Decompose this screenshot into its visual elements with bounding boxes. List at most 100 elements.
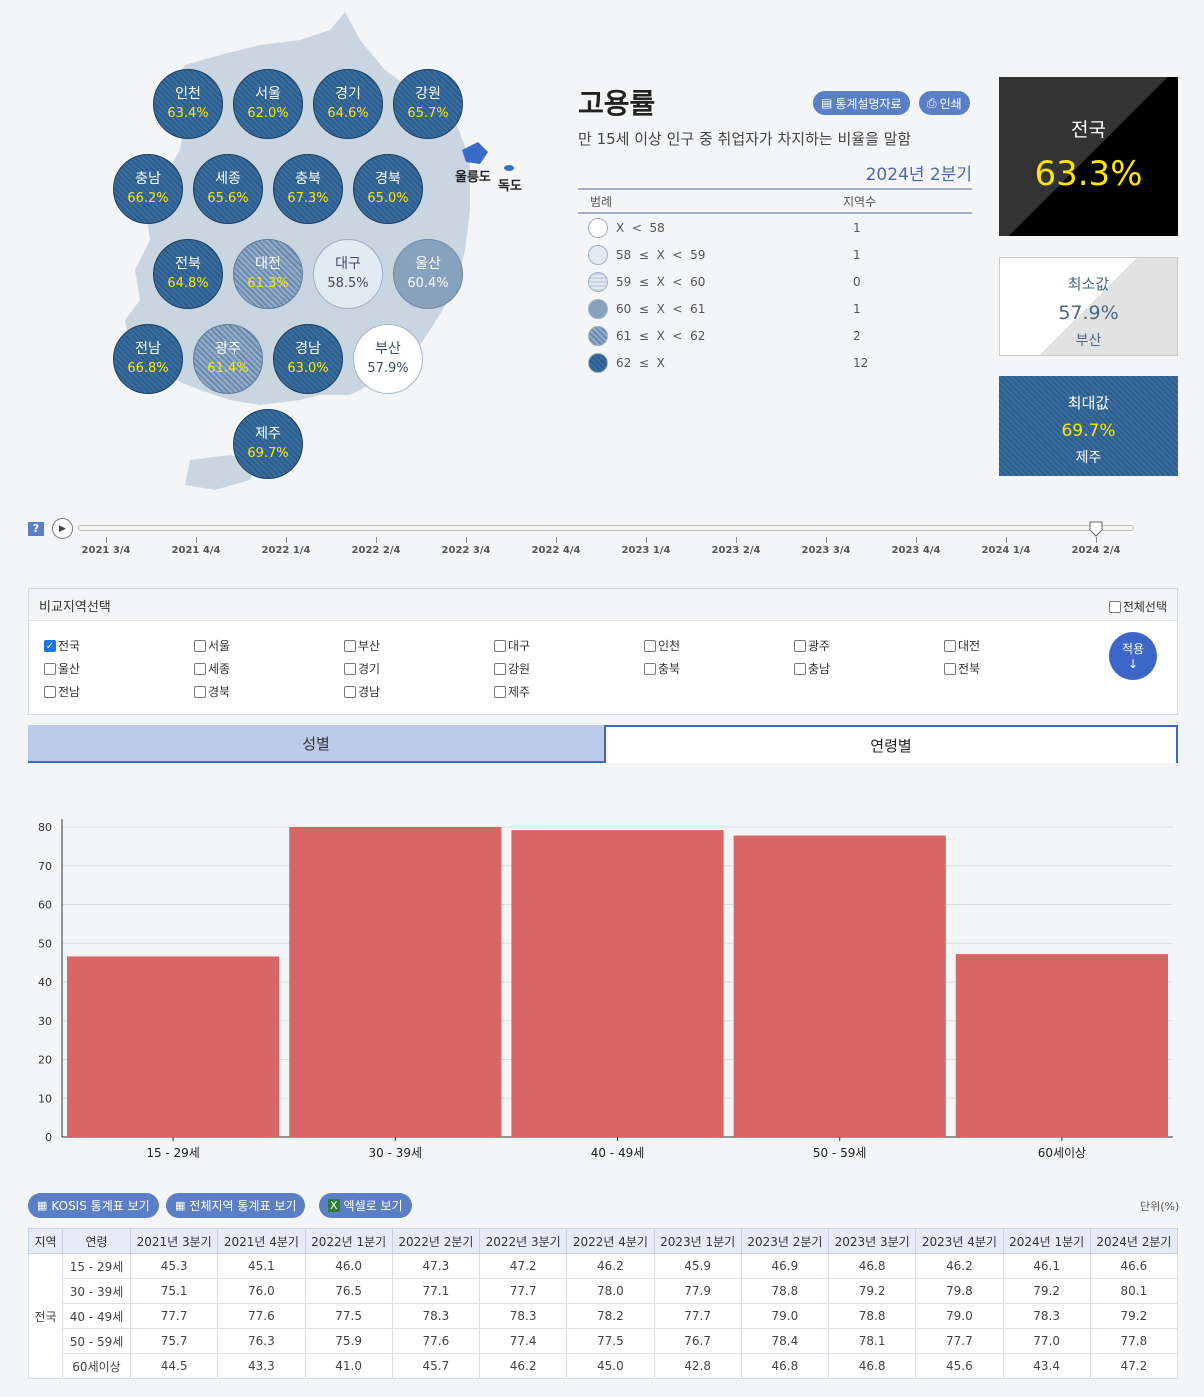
- region-bubble[interactable]: 충북 67.3%: [273, 154, 343, 224]
- timeline-track[interactable]: [78, 525, 1134, 531]
- y-tick-label: 80: [38, 821, 52, 834]
- table-header-cell: 2023년 3분기: [827, 1228, 917, 1254]
- region-checkbox[interactable]: 대구: [494, 637, 530, 654]
- timeline-label[interactable]: 2023 1/4: [621, 545, 671, 556]
- timeline-tick: [646, 537, 647, 543]
- value-cell: 77.5: [566, 1328, 655, 1354]
- region-bubble[interactable]: 강원 65.7%: [393, 69, 463, 139]
- excel-button[interactable]: X 엑셀로 보기: [319, 1193, 412, 1218]
- region-bubble[interactable]: 경북 65.0%: [353, 154, 423, 224]
- ulleungdo-shape: [462, 142, 488, 164]
- timeline-tick: [556, 537, 557, 543]
- value-cell: 45.1: [217, 1253, 306, 1279]
- region-bubble[interactable]: 경남 63.0%: [273, 324, 343, 394]
- tab-sex[interactable]: 성별: [28, 725, 604, 763]
- bar[interactable]: [733, 835, 946, 1137]
- region-bubble[interactable]: 대구 58.5%: [313, 239, 383, 309]
- bar[interactable]: [511, 830, 724, 1137]
- timeline-thumb[interactable]: [1089, 521, 1103, 537]
- value-cell: 46.6: [1089, 1253, 1179, 1279]
- apply-button[interactable]: 적용 ↓: [1109, 632, 1157, 680]
- bar[interactable]: [955, 954, 1168, 1137]
- current-period: 2024년 2분기: [865, 165, 972, 185]
- value-cell: 79.2: [1089, 1303, 1179, 1329]
- timeline-label[interactable]: 2022 4/4: [531, 545, 581, 556]
- national-label: 전국: [1071, 119, 1106, 141]
- region-bubble[interactable]: 울산 60.4%: [393, 239, 463, 309]
- value-cell: 45.6: [915, 1353, 1004, 1379]
- checkbox-box: [194, 685, 206, 698]
- value-cell: 47.2: [1089, 1353, 1179, 1379]
- bar[interactable]: [67, 956, 280, 1137]
- region-checkbox[interactable]: 제주: [494, 683, 530, 700]
- region-checkbox-label: 광주: [808, 639, 831, 653]
- region-checkbox-label: 강원: [508, 662, 531, 676]
- region-bubble[interactable]: 제주 69.7%: [233, 409, 303, 479]
- timeline-label[interactable]: 2022 2/4: [351, 545, 401, 556]
- timeline-label[interactable]: 2023 4/4: [891, 545, 941, 556]
- compare-title: 비교지역선택: [39, 600, 111, 615]
- timeline-label[interactable]: 2024 2/4: [1071, 545, 1121, 556]
- tab-age[interactable]: 연령별: [604, 725, 1178, 763]
- region-bubble[interactable]: 충남 66.2%: [113, 154, 183, 224]
- table-header-cell: 연령: [62, 1228, 131, 1254]
- region-bubble[interactable]: 광주 61.4%: [193, 324, 263, 394]
- region-checkbox[interactable]: 울산: [44, 660, 80, 677]
- region-bubble[interactable]: 부산 57.9%: [353, 324, 423, 394]
- timeline-label[interactable]: 2022 3/4: [441, 545, 491, 556]
- stat-description-button[interactable]: ▤ 통계설명자료: [813, 91, 910, 115]
- legend-range: 61 ≤ X < 62: [616, 328, 706, 343]
- legend-range: 62 ≤ X: [616, 355, 665, 370]
- bar[interactable]: [289, 827, 502, 1137]
- compare-panel-header: 비교지역선택 전체선택: [29, 589, 1177, 621]
- region-checkbox[interactable]: 경기: [344, 660, 380, 677]
- region-checkbox[interactable]: 충남: [794, 660, 830, 677]
- region-checkbox-label: 부산: [358, 639, 381, 653]
- timeline-label[interactable]: 2021 4/4: [171, 545, 221, 556]
- region-bubble[interactable]: 경기 64.6%: [313, 69, 383, 139]
- all-regions-table-button[interactable]: ▦ 전체지역 통계표 보기: [166, 1193, 306, 1218]
- region-checkbox[interactable]: 인천: [644, 637, 680, 654]
- region-checkbox[interactable]: 전남: [44, 683, 80, 700]
- timeline-label[interactable]: 2022 1/4: [261, 545, 311, 556]
- print-button[interactable]: ⎙ 인쇄: [919, 91, 970, 115]
- region-checkbox[interactable]: 서울: [194, 637, 230, 654]
- region-checkbox[interactable]: ✓ 전국: [44, 637, 80, 654]
- region-bubble[interactable]: 서울 62.0%: [233, 69, 303, 139]
- region-bubble[interactable]: 전남 66.8%: [113, 324, 183, 394]
- timeline-label[interactable]: 2024 1/4: [981, 545, 1031, 556]
- region-checkbox[interactable]: 경북: [194, 683, 230, 700]
- legend-swatch: [588, 325, 608, 346]
- table-header-cell: 2024년 2분기: [1089, 1228, 1179, 1254]
- min-region: 부산: [1075, 333, 1102, 349]
- region-bubble[interactable]: 인천 63.4%: [153, 69, 223, 139]
- region-checkbox[interactable]: 전북: [944, 660, 980, 677]
- kosis-table-button[interactable]: ▦ KOSIS 통계표 보기: [28, 1193, 159, 1218]
- region-checkbox[interactable]: 대전: [944, 637, 980, 654]
- timeline-label[interactable]: 2023 3/4: [801, 545, 851, 556]
- region-checkbox[interactable]: 강원: [494, 660, 530, 677]
- region-checkbox-label: 인천: [658, 639, 681, 653]
- print-label: 인쇄: [939, 96, 962, 111]
- region-bubble[interactable]: 전북 64.8%: [153, 239, 223, 309]
- checkbox-box: [44, 662, 56, 675]
- region-value: 64.6%: [327, 106, 369, 121]
- age-cell: 50 - 59세: [62, 1328, 131, 1354]
- legend-count: 0: [853, 274, 861, 289]
- legend-table: 범례 지역수 X < 58 1 58 ≤ X < 59 1 59 ≤ X < 60 0 60…: [578, 188, 972, 376]
- select-all-checkbox[interactable]: 전체선택: [1108, 598, 1167, 615]
- region-checkbox[interactable]: 세종: [194, 660, 230, 677]
- timeline-label[interactable]: 2021 3/4: [81, 545, 131, 556]
- region-name: 부산: [375, 341, 401, 357]
- help-icon[interactable]: ?: [28, 522, 44, 536]
- region-checkbox[interactable]: 충북: [644, 660, 680, 677]
- value-cell: 78.0: [566, 1278, 655, 1304]
- region-checkbox[interactable]: 광주: [794, 637, 830, 654]
- play-button[interactable]: ▶: [52, 518, 73, 539]
- region-checkbox[interactable]: 부산: [344, 637, 380, 654]
- checkbox-box: [194, 662, 206, 675]
- region-checkbox[interactable]: 경남: [344, 683, 380, 700]
- timeline-label[interactable]: 2023 2/4: [711, 545, 761, 556]
- region-bubble[interactable]: 대전 61.3%: [233, 239, 303, 309]
- region-bubble[interactable]: 세종 65.6%: [193, 154, 263, 224]
